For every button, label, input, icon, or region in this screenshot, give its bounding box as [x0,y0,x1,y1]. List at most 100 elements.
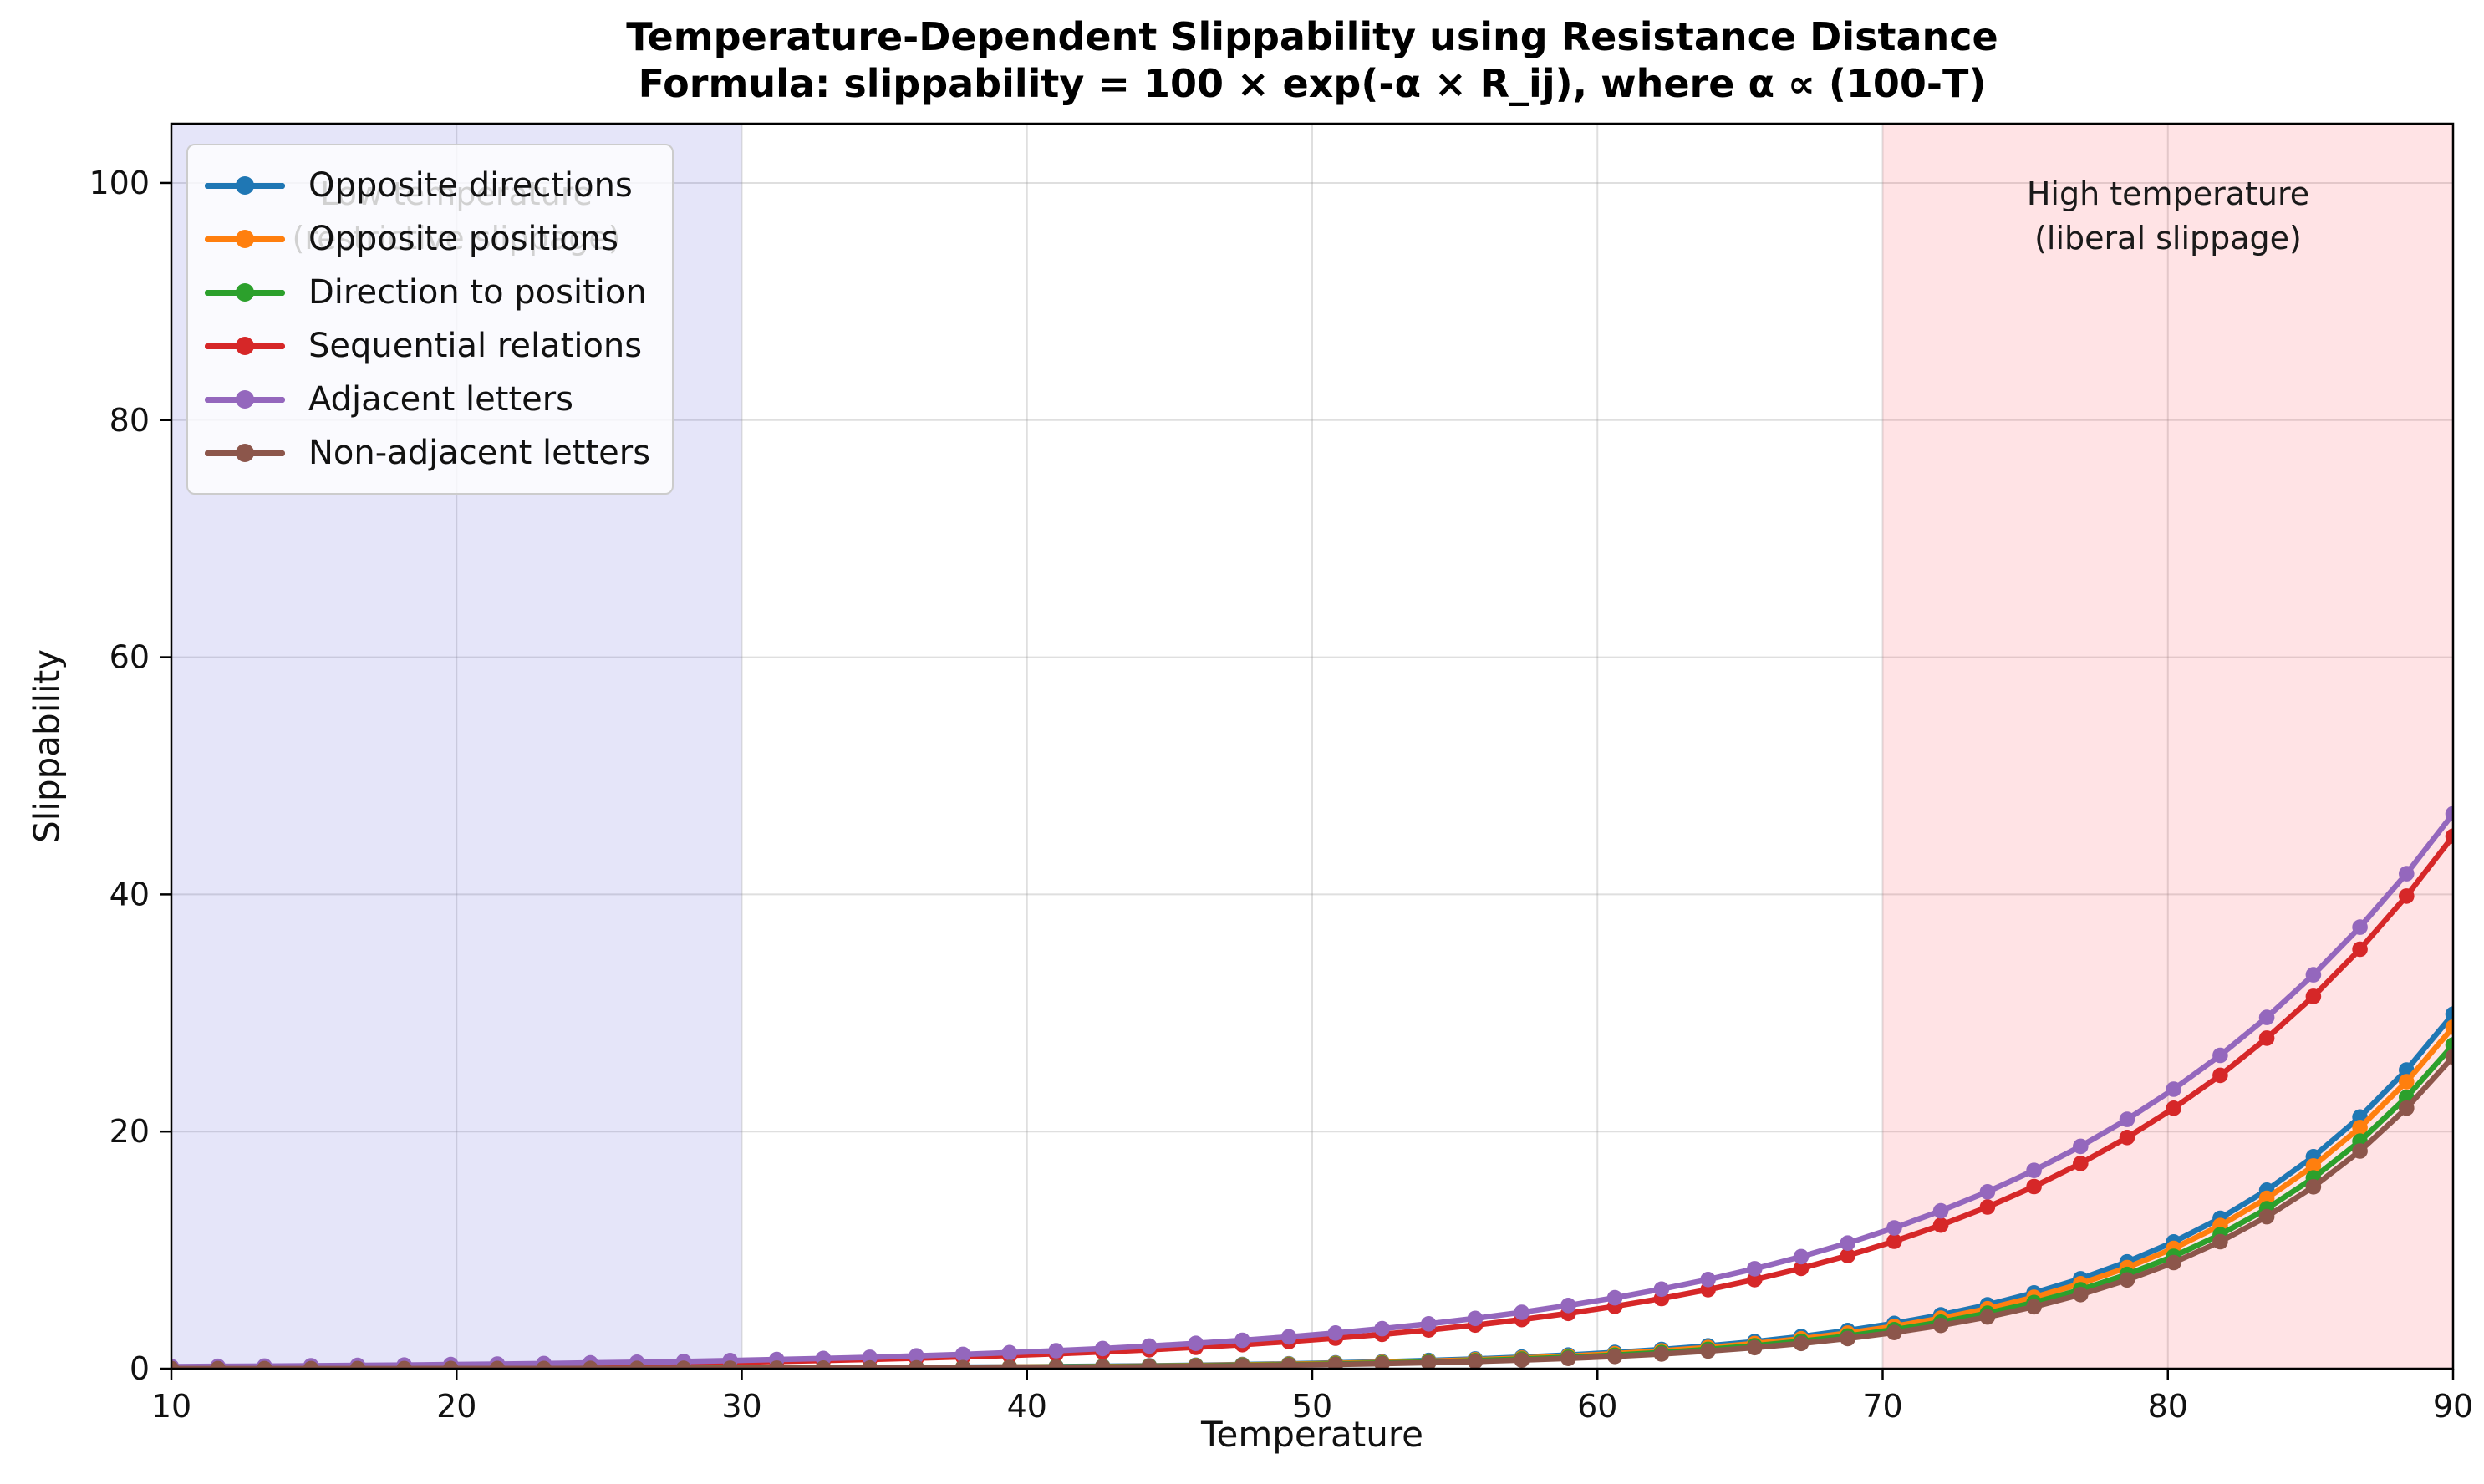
marker-opposite-positions [2445,1019,2453,1035]
marker-adjacent-letters [1374,1320,1390,1337]
marker-non-adjacent-letters [1141,1359,1158,1369]
region-high-temperature-band [1882,124,2453,1369]
marker-non-adjacent-letters [443,1360,459,1369]
marker-adjacent-letters [1979,1184,1996,1200]
marker-non-adjacent-letters [2166,1254,2181,1271]
marker-opposite-directions [2445,1006,2453,1022]
legend-item-sequential-relations: Sequential relations [205,319,650,373]
marker-adjacent-letters [2445,806,2453,822]
marker-opposite-positions [2352,1120,2368,1136]
marker-non-adjacent-letters [257,1360,272,1369]
marker-sequential-relations [2026,1178,2042,1195]
chart-title-line2: Formula: slippability = 100 × exp(-α × R… [638,61,1987,106]
y-tick-label-80: 80 [109,402,150,439]
marker-adjacent-letters [2026,1162,2042,1178]
marker-sequential-relations [2399,888,2415,904]
marker-sequential-relations [1747,1272,1763,1288]
marker-adjacent-letters [1606,1289,1623,1306]
marker-adjacent-letters [2212,1047,2228,1064]
marker-adjacent-letters [1001,1344,1018,1361]
marker-adjacent-letters [2073,1138,2089,1155]
marker-non-adjacent-letters [954,1359,971,1369]
marker-adjacent-letters [1793,1248,1810,1265]
marker-adjacent-letters [1467,1310,1484,1327]
y-tick-label-60: 60 [109,639,150,676]
legend-label-opposite-directions: Opposite directions [308,166,633,205]
marker-non-adjacent-letters [909,1359,924,1369]
marker-non-adjacent-letters [1374,1355,1390,1369]
marker-non-adjacent-letters [2073,1287,2089,1303]
marker-sequential-relations [2258,1030,2275,1046]
x-tick-label-20: 20 [436,1388,476,1425]
annotation-high-line1: High temperature [2026,175,2310,212]
marker-adjacent-letters [2352,919,2368,935]
legend-label-adjacent-letters: Adjacent letters [308,380,574,419]
marker-non-adjacent-letters [1001,1359,1018,1369]
marker-non-adjacent-letters [1421,1354,1437,1369]
x-tick-label-10: 10 [151,1388,191,1425]
marker-non-adjacent-letters [1840,1330,1855,1347]
y-tick-label-40: 40 [109,876,150,912]
marker-non-adjacent-letters [1234,1358,1250,1369]
legend-line-marker-icon [205,282,285,302]
marker-opposite-positions [2399,1074,2415,1090]
marker-adjacent-letters [1421,1316,1437,1332]
marker-adjacent-letters [2258,1009,2275,1025]
marker-sequential-relations [2352,941,2368,958]
x-tick-label-70: 70 [1862,1388,1902,1425]
x-tick-label-40: 40 [1007,1388,1047,1425]
marker-sequential-relations [1932,1217,1949,1233]
y-tick-label-0: 0 [130,1350,150,1387]
marker-sequential-relations [2445,828,2453,845]
marker-non-adjacent-letters [769,1360,785,1369]
marker-sequential-relations [2166,1100,2181,1116]
marker-adjacent-letters [1141,1338,1158,1354]
marker-adjacent-letters [1514,1304,1530,1320]
marker-non-adjacent-letters [629,1360,645,1369]
marker-non-adjacent-letters [1188,1358,1204,1369]
marker-adjacent-letters [1700,1272,1716,1288]
marker-opposite-positions [2305,1158,2322,1174]
x-tick-label-90: 90 [2433,1388,2473,1425]
legend-line-marker-icon [205,336,285,356]
marker-adjacent-letters [1048,1343,1064,1359]
marker-non-adjacent-letters [489,1360,506,1369]
x-axis-label: Temperature [1200,1414,1424,1455]
marker-non-adjacent-letters [210,1360,226,1369]
marker-non-adjacent-letters [583,1360,598,1369]
marker-non-adjacent-letters [2026,1298,2042,1315]
marker-sequential-relations [2119,1130,2135,1146]
legend-line-marker-icon [205,229,285,249]
marker-non-adjacent-letters [2258,1208,2275,1225]
annotation-high-temperature: High temperature (liberal slippage) [2027,172,2309,261]
marker-adjacent-letters [1327,1325,1344,1341]
legend-label-sequential-relations: Sequential relations [308,327,643,365]
marker-adjacent-letters [1747,1261,1763,1277]
marker-adjacent-letters [909,1348,924,1364]
x-tick-label-60: 60 [1577,1388,1617,1425]
marker-sequential-relations [1793,1260,1810,1277]
marker-non-adjacent-letters [862,1359,878,1369]
legend-item-direction-to-position: Direction to position [205,266,650,319]
marker-non-adjacent-letters [722,1360,738,1369]
marker-non-adjacent-letters [2119,1272,2135,1288]
marker-adjacent-letters [1840,1235,1855,1251]
marker-non-adjacent-letters [349,1360,366,1369]
marker-adjacent-letters [1653,1281,1670,1298]
marker-non-adjacent-letters [1467,1354,1484,1369]
ticks: 10 20 30 40 50 60 70 80 90 0 20 40 60 80 100 [89,165,2473,1425]
marker-non-adjacent-letters [396,1360,412,1369]
marker-adjacent-letters [1280,1329,1297,1345]
legend-item-opposite-positions: Opposite positions [205,212,650,266]
marker-adjacent-letters [1188,1335,1204,1351]
legend-label-non-adjacent-letters: Non-adjacent letters [308,434,651,472]
marker-adjacent-letters [2305,967,2322,983]
marker-non-adjacent-letters [1560,1350,1576,1366]
marker-non-adjacent-letters [536,1360,552,1369]
legend-item-adjacent-letters: Adjacent letters [205,373,650,426]
x-tick-label-80: 80 [2148,1388,2188,1425]
legend-item-non-adjacent-letters: Non-adjacent letters [205,426,650,480]
marker-adjacent-letters [2119,1111,2135,1127]
marker-non-adjacent-letters [1979,1309,1996,1325]
